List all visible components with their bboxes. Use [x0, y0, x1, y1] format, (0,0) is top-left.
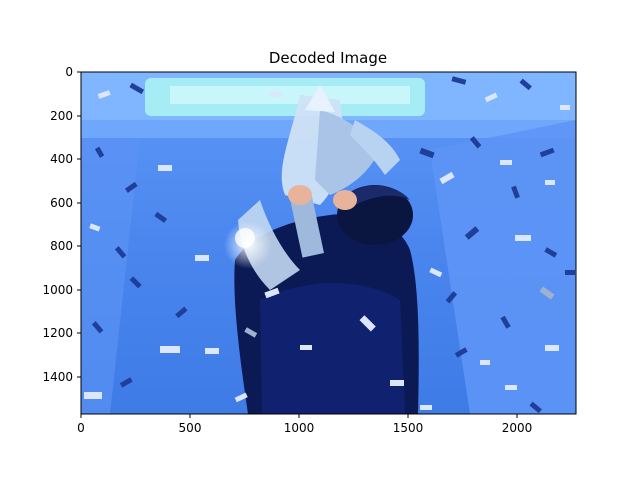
y-axis: 0 200 400 600 800 1000 1200 1400 [42, 65, 81, 384]
figure-title: Decoded Image [269, 49, 387, 67]
x-tick-label: 1000 [284, 421, 315, 435]
x-tick-label: 500 [179, 421, 202, 435]
y-tick-label: 0 [65, 65, 73, 79]
y-tick-label: 600 [50, 196, 73, 210]
y-tick-label: 200 [50, 109, 73, 123]
x-tick-label: 2000 [502, 421, 533, 435]
decoded-image [80, 71, 577, 415]
y-tick-label: 400 [50, 152, 73, 166]
confetti [84, 76, 575, 414]
y-tick-label: 1200 [42, 326, 73, 340]
y-tick-label: 1400 [42, 370, 73, 384]
y-tick-label: 1000 [42, 283, 73, 297]
x-axis: 0 500 1000 1500 2000 [77, 414, 532, 435]
x-tick-label: 1500 [393, 421, 424, 435]
y-tick-label: 800 [50, 239, 73, 253]
x-tick-label: 0 [77, 421, 85, 435]
